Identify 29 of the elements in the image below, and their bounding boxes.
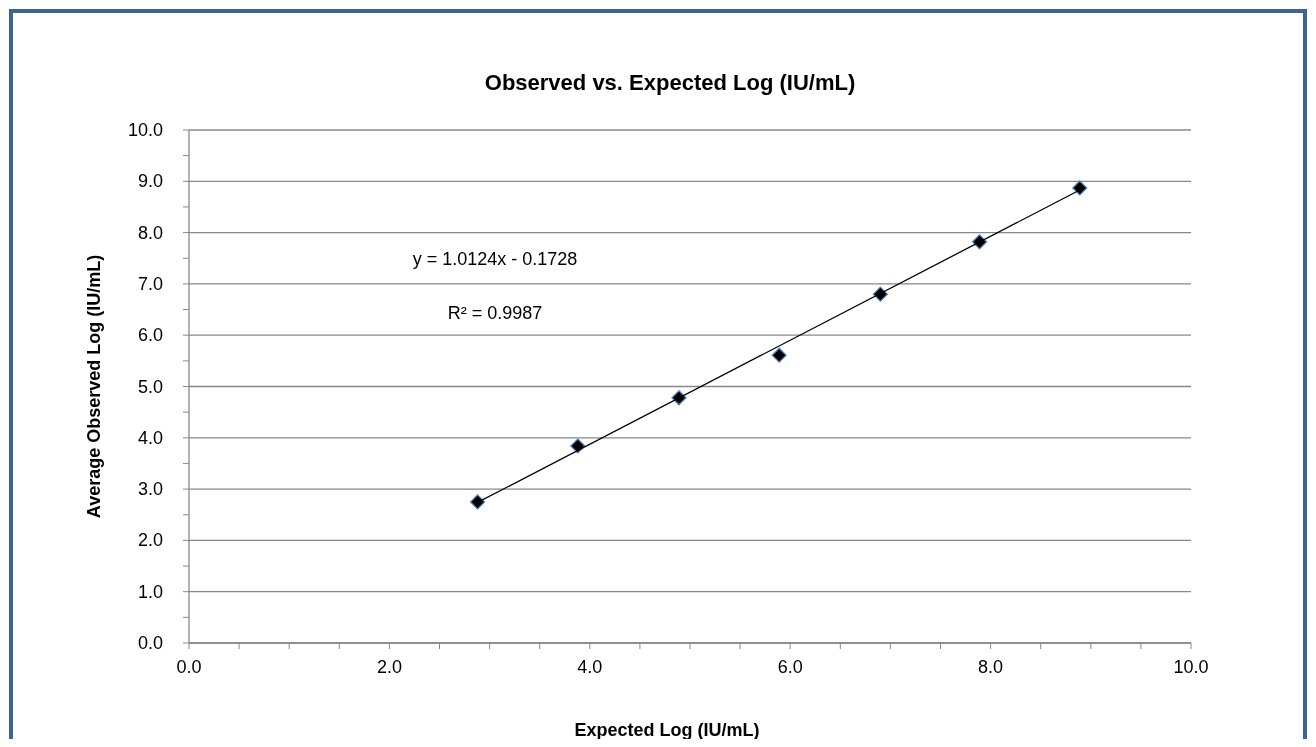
point [570, 438, 586, 454]
y-tick-label: 1.0 [137, 581, 163, 602]
chart-title: Observed vs. Expected Log (IU/mL) [484, 70, 856, 95]
point [872, 286, 888, 302]
x-tick-label: 8.0 [978, 657, 1004, 677]
x-tick-label: 4.0 [577, 657, 603, 677]
y-tick-label: 3.0 [137, 479, 163, 500]
x-tick-label: 0.0 [176, 657, 202, 677]
x-tick-label: 2.0 [376, 657, 402, 677]
y-tick-label: 7.0 [137, 273, 163, 294]
y-tick-label: 9.0 [137, 171, 163, 192]
point [469, 494, 486, 510]
x-tick-label: 10.0 [1173, 657, 1209, 677]
y-tick-label: 5.0 [137, 376, 163, 397]
x-axis-title: Expected Log (IU/mL) [574, 720, 760, 740]
y-tick-label: 0.0 [137, 633, 163, 653]
point [971, 234, 988, 250]
x-tick-label: 6.0 [777, 657, 803, 677]
y-tick-label: 8.0 [137, 222, 163, 243]
y-axis-title: Average Observed Log (IU/mL) [84, 254, 104, 519]
annotation: y = 1.0124x - 0.1728 [412, 249, 578, 269]
y-tick-label: 2.0 [137, 530, 163, 551]
point [1072, 180, 1088, 196]
point [771, 347, 787, 363]
y-tick-label: 6.0 [137, 325, 163, 346]
y-tick-label: 4.0 [137, 427, 163, 448]
point [671, 390, 687, 406]
annotation: R² = 0.9987 [447, 303, 543, 323]
y-tick-label: 10.0 [127, 120, 163, 140]
